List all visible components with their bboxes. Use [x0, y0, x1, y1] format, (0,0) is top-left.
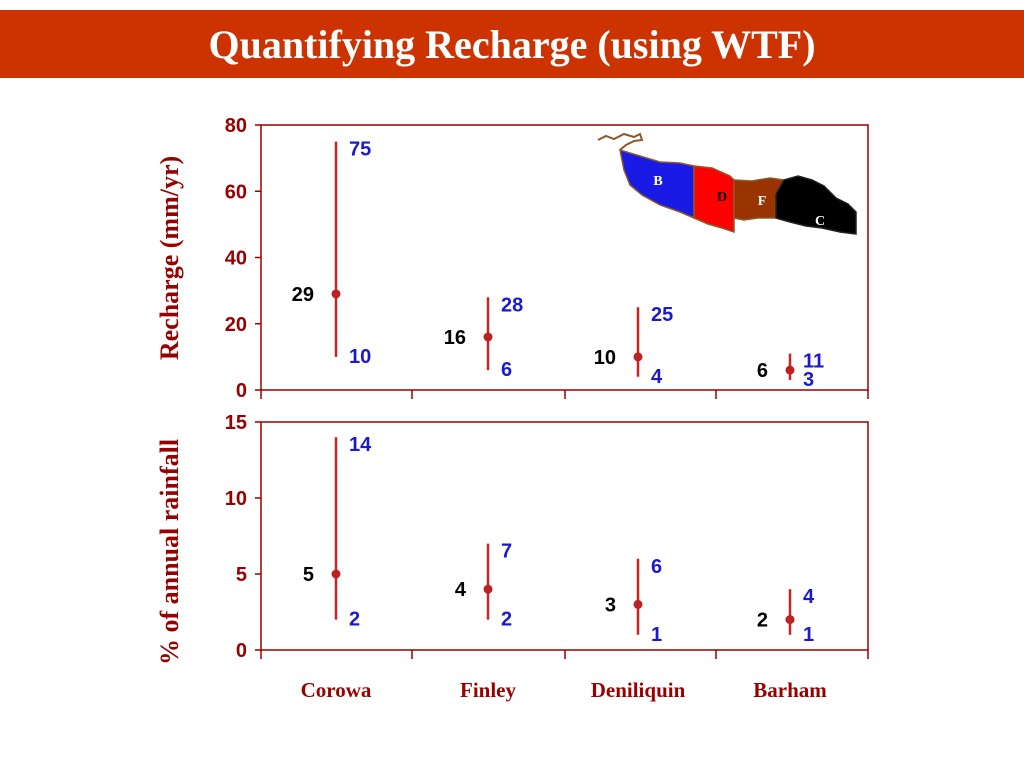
mean-label: 5	[303, 564, 314, 586]
mean-label: 4	[455, 579, 467, 601]
min-label: 1	[651, 624, 662, 646]
title-banner: Quantifying Recharge (using WTF)	[0, 10, 1024, 78]
map-river	[597, 132, 644, 151]
mean-label: 6	[757, 360, 768, 382]
min-label: 10	[349, 346, 371, 368]
y-tick-label: 5	[236, 564, 247, 586]
y-tick-label: 60	[225, 181, 247, 203]
min-label: 3	[803, 369, 814, 391]
category-label: Finley	[460, 678, 516, 702]
max-label: 7	[501, 541, 512, 563]
max-label: 6	[651, 556, 662, 578]
min-label: 2	[349, 609, 360, 631]
max-label: 14	[349, 434, 372, 456]
category-label: Deniliquin	[591, 678, 686, 702]
y-tick-label: 20	[225, 314, 247, 336]
max-label: 28	[501, 294, 523, 316]
rainfall-panel: 0 5 10 15 14 2 5 7 2 4 6 1 3 4 1 2 Corowa Finley Deniliqui…	[225, 412, 869, 702]
mean-point	[483, 332, 493, 342]
min-label: 4	[651, 366, 663, 388]
mean-label: 16	[444, 327, 466, 349]
map-zone-label: C	[815, 214, 825, 229]
y-tick-label: 80	[225, 115, 247, 137]
mean-point	[331, 289, 341, 299]
map-zone-c	[775, 175, 857, 235]
map-zone-b	[619, 148, 695, 220]
page-title: Quantifying Recharge (using WTF)	[208, 21, 816, 67]
y-tick-label: 40	[225, 248, 247, 270]
map-zone-d	[693, 165, 735, 234]
recharge-panel: 0 20 40 60 80 B D F C 75 10 29 28 6 16 25 4 10 113 6	[225, 115, 869, 402]
map-zone-label: D	[717, 190, 727, 205]
max-label: 11	[803, 351, 824, 373]
y-tick-label: 10	[225, 488, 247, 510]
y-tick-label: 0	[236, 380, 247, 402]
mean-point	[331, 569, 341, 579]
mean-point	[785, 365, 795, 375]
y-tick-label: 0	[236, 640, 247, 662]
max-label: 25	[651, 304, 673, 326]
mean-point	[483, 584, 493, 594]
category-label: Corowa	[301, 678, 372, 702]
mean-label: 10	[594, 347, 616, 369]
mean-label: 29	[292, 284, 314, 306]
mean-label: 3	[605, 594, 616, 616]
mean-point	[633, 352, 643, 362]
mean-point	[785, 615, 795, 625]
category-label: Barham	[753, 678, 827, 702]
max-label: 4	[803, 586, 815, 608]
max-label: 75	[349, 139, 371, 161]
y-tick-label: 15	[225, 412, 247, 434]
inset-map: B D F C	[597, 132, 857, 235]
min-label: 1	[803, 624, 814, 646]
mean-point	[633, 599, 643, 609]
map-zone-label: F	[758, 194, 767, 209]
min-label: 6	[501, 359, 512, 381]
min-label: 2	[501, 609, 512, 631]
map-zone-label: B	[653, 174, 662, 189]
mean-label: 2	[757, 610, 768, 632]
